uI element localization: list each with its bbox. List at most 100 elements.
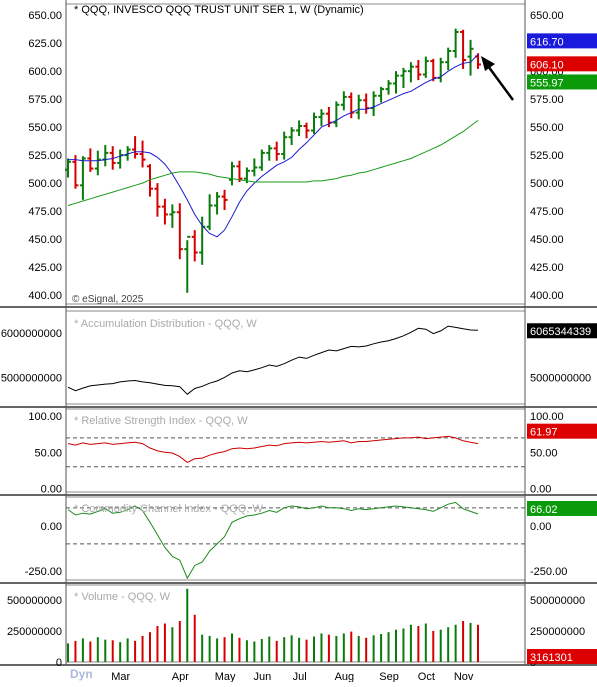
ohlc-bar	[288, 127, 295, 146]
price-tick-left: 525.00	[28, 150, 62, 162]
month-label: Aug	[335, 671, 355, 682]
ohlc-bar	[184, 235, 191, 293]
price-tick-left: 600.00	[28, 66, 62, 78]
ohlc-bar	[87, 148, 94, 172]
ma-value-badge-text: 555.97	[530, 77, 564, 89]
rsi-tick-right: 50.00	[530, 447, 558, 459]
volume-last-badge-bg	[527, 649, 597, 664]
last-price-blue-badge: 616.70	[527, 33, 597, 49]
price-tick-left: 500.00	[28, 178, 62, 190]
copyright-label: © eSignal, 2025	[72, 294, 144, 305]
month-label: Sep	[379, 671, 399, 682]
volume-tick-left: 0	[56, 657, 62, 669]
cci-last-badge-bg	[527, 500, 597, 516]
month-label: Nov	[454, 671, 474, 682]
arrow-annotation	[481, 56, 515, 101]
rsi-tick-left: 0.00	[41, 483, 62, 495]
rsi-tick-right: 100.00	[530, 411, 564, 423]
ohlc-bar	[154, 183, 161, 217]
rsi-last-badge-text: 61.97	[530, 427, 558, 439]
month-label: Jul	[293, 671, 307, 682]
ohlc-bar	[460, 29, 467, 69]
last-price-blue-badge-bg	[527, 33, 597, 49]
volume-tick-right: 500000000	[530, 595, 585, 607]
rsi-tick-left: 100.00	[28, 411, 62, 423]
price-tick-right: 550.00	[530, 122, 564, 134]
rsi-pane-label: * Relative Strength Index - QQQ, W	[74, 415, 248, 427]
ohlc-bar	[407, 62, 414, 83]
ad-last-badge-bg	[527, 323, 597, 339]
ohlc-bar	[333, 101, 340, 128]
price-tick-right: 475.00	[530, 206, 564, 218]
month-label: May	[215, 671, 236, 682]
cci-last-badge-text: 66.02	[530, 504, 558, 516]
price-tick-right: 500.00	[530, 178, 564, 190]
ad-tick-left: 6000000000	[1, 328, 62, 340]
last-price-red-badge: 606.10	[527, 56, 597, 71]
ohlc-bar	[132, 136, 139, 159]
rsi-last-badge-bg	[527, 423, 597, 439]
last-price-blue-badge-text: 616.70	[530, 36, 564, 48]
cci-tick-right: 0.00	[530, 521, 551, 533]
ohlc-bar	[318, 109, 325, 127]
volume-tick-left: 500000000	[7, 595, 62, 607]
price-tick-right: 425.00	[530, 262, 564, 274]
price-tick-left: 625.00	[28, 38, 62, 50]
ohlc-bar	[393, 71, 399, 94]
volume-pane-label: * Volume - QQQ, W	[74, 591, 171, 603]
month-label: Apr	[172, 671, 189, 682]
price-tick-right: 400.00	[530, 290, 564, 302]
dyn-label[interactable]: Dyn	[70, 667, 93, 681]
cci-pane-label: * Commodity Channel Index - QQQ, W	[74, 503, 264, 515]
ohlc-bar	[355, 94, 362, 120]
cci-line	[67, 501, 479, 580]
price-tick-left: 450.00	[28, 234, 62, 246]
rsi-tick-right: 0.00	[530, 483, 551, 495]
ohlc-bar	[169, 204, 176, 228]
ohlc-bar	[65, 158, 71, 178]
ohlc-bar	[214, 192, 221, 215]
ohlc-bar	[266, 145, 273, 161]
volume-last-badge-text: 3161301	[530, 652, 573, 664]
ohlc-bar	[340, 91, 347, 111]
cci-tick-right: -250.00	[530, 566, 567, 578]
price-tick-right: 525.00	[530, 150, 564, 162]
ohlc-bar	[236, 160, 243, 182]
chart-title: * QQQ, INVESCO QQQ TRUST UNIT SER 1, W (…	[74, 4, 364, 16]
ohlc-bar	[94, 150, 101, 176]
ohlc-bar	[221, 189, 228, 210]
last-price-red-badge-bg	[527, 56, 597, 72]
ma-value-badge-bg	[527, 74, 597, 90]
price-tick-left: 575.00	[28, 94, 62, 106]
cci-tick-left: -250.00	[25, 566, 62, 578]
price-tick-left: 550.00	[28, 122, 62, 134]
ma-value-badge: 555.97	[527, 74, 597, 90]
ohlc-bar	[258, 149, 265, 171]
ohlc-bar	[400, 67, 407, 88]
ohlc-bar	[378, 86, 385, 103]
volume-tick-left: 250000000	[7, 626, 62, 638]
rsi-tick-left: 50.00	[34, 447, 62, 459]
moving-average-fast	[68, 54, 479, 238]
ohlc-bar	[109, 146, 116, 170]
volume-tick-right: 250000000	[530, 626, 585, 638]
volume-last-badge: 3161301	[527, 649, 597, 664]
ohlc-bar	[445, 47, 452, 71]
ad-tick-left: 5000000000	[1, 372, 62, 384]
ad-last-badge-text: 6065344339	[530, 326, 591, 338]
ohlc-bar	[303, 122, 310, 139]
price-tick-left: 425.00	[28, 262, 62, 274]
price-tick-right: 650.00	[530, 10, 564, 22]
ohlc-bar	[139, 140, 146, 168]
ad-line	[67, 325, 479, 395]
ohlc-bar	[452, 28, 459, 58]
cci-tick-left: 0.00	[41, 521, 62, 533]
ohlc-bar	[251, 158, 258, 177]
ohlc-bar	[385, 80, 392, 95]
rsi-last-badge: 61.97	[527, 423, 597, 439]
month-label: Jun	[253, 671, 271, 682]
ohlc-bar	[176, 203, 183, 260]
ohlc-bar	[191, 230, 198, 262]
ohlc-bar	[161, 198, 168, 225]
